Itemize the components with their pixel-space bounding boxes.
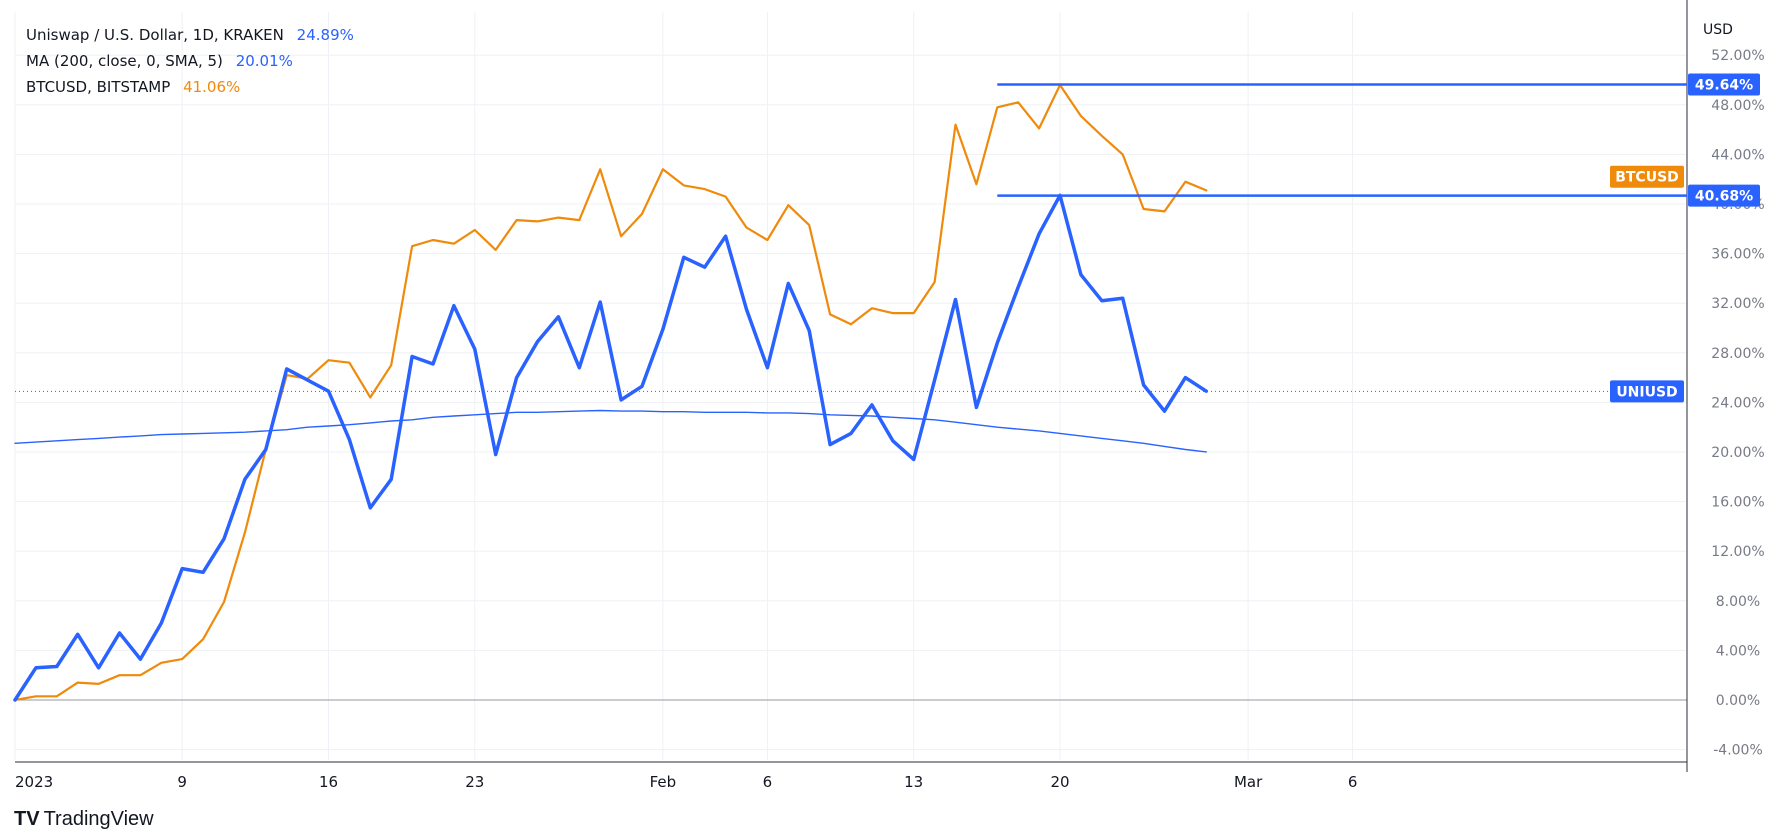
y-tick-label: 4.00% xyxy=(1716,643,1760,659)
y-tick-label: 8.00% xyxy=(1716,594,1760,610)
grid-layer xyxy=(14,12,1687,760)
marker-layer: 49.64% 40.68% BTCUSD UNIUSD xyxy=(997,73,1760,403)
legend-value-btcusd: 41.06% xyxy=(183,78,241,96)
y-tick-label: 52.00% xyxy=(1711,48,1764,64)
x-tick-label: 6 xyxy=(763,773,773,791)
y-tick-label: 28.00% xyxy=(1711,346,1764,362)
axis-layer: 52.00%48.00%44.00%40.00%36.00%32.00%28.0… xyxy=(15,0,1765,791)
y-tick-label: 20.00% xyxy=(1711,445,1764,461)
x-tick-label: 16 xyxy=(319,773,338,791)
legend-row-uniusd[interactable]: Uniswap / U.S. Dollar, 1D, KRAKEN 24.89% xyxy=(26,22,354,48)
y-tick-label: 16.00% xyxy=(1711,495,1764,511)
x-tick-label: 9 xyxy=(177,773,187,791)
price-marker-label: BTCUSD xyxy=(1615,170,1679,186)
horizontal-line-label-bg xyxy=(1688,73,1760,96)
y-tick-label: 36.00% xyxy=(1711,247,1764,263)
legend-label-uniusd: Uniswap / U.S. Dollar, 1D, KRAKEN xyxy=(26,26,284,44)
price-marker-bg xyxy=(1610,165,1684,188)
horizontal-line-label: 40.68% xyxy=(1695,189,1753,205)
legend-row-ma[interactable]: MA (200, close, 0, SMA, 5) 20.01% xyxy=(26,48,354,74)
legend: Uniswap / U.S. Dollar, 1D, KRAKEN 24.89%… xyxy=(26,22,354,100)
x-tick-label: 23 xyxy=(465,773,484,791)
brand-name: TradingView xyxy=(43,808,154,830)
y-tick-label: -4.00% xyxy=(1713,743,1763,759)
legend-value-uniusd: 24.89% xyxy=(296,26,354,44)
series-line-uniusd xyxy=(13,193,1209,702)
y-tick-label: 0.00% xyxy=(1716,693,1760,709)
x-tick-label: Mar xyxy=(1234,773,1263,791)
y-tick-label: 48.00% xyxy=(1711,98,1764,114)
y-tick-label: 44.00% xyxy=(1711,147,1764,163)
legend-label-ma: MA (200, close, 0, SMA, 5) xyxy=(26,52,223,70)
y-tick-label: 24.00% xyxy=(1711,395,1764,411)
series-line-btcusd xyxy=(13,83,1208,702)
tradingview-mark-icon: TV xyxy=(14,808,40,830)
legend-label-btcusd: BTCUSD, BITSTAMP xyxy=(26,78,171,96)
x-tick-label: 13 xyxy=(904,773,923,791)
horizontal-line-label: 49.64% xyxy=(1695,77,1753,93)
series-layer xyxy=(13,83,1209,702)
x-tick-label: 20 xyxy=(1050,773,1069,791)
series-line-ma xyxy=(14,409,1208,453)
legend-row-btcusd[interactable]: BTCUSD, BITSTAMP 41.06% xyxy=(26,74,354,100)
legend-value-ma: 20.01% xyxy=(235,52,293,70)
currency-label: USD xyxy=(1703,22,1733,38)
horizontal-line-label-bg xyxy=(1688,184,1760,207)
tradingview-logo[interactable]: TV TradingView xyxy=(14,808,154,831)
x-tick-label: 6 xyxy=(1348,773,1358,791)
x-tick-label: Feb xyxy=(650,773,677,791)
price-marker-label: UNIUSD xyxy=(1616,384,1677,400)
x-tick-label: 2023 xyxy=(15,773,53,791)
y-tick-label: 32.00% xyxy=(1711,296,1764,312)
price-marker-bg xyxy=(1610,380,1684,403)
y-tick-label: 12.00% xyxy=(1711,544,1764,560)
